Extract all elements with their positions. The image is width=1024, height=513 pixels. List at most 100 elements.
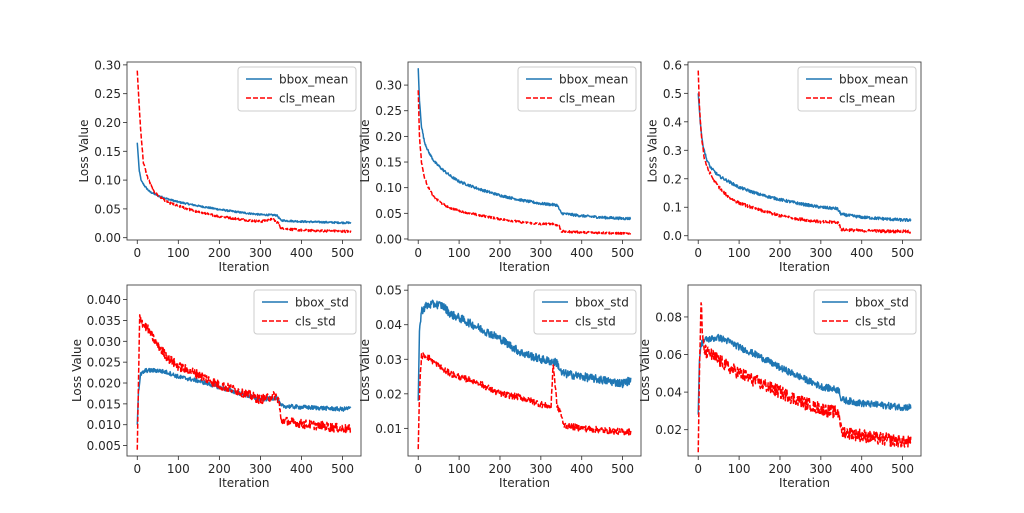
y-tick-label: 0.04: [655, 386, 682, 400]
series-line-cls_std: [697, 302, 912, 453]
series-line-cls_std: [136, 314, 352, 450]
y-tick-label: 0.010: [87, 418, 121, 432]
legend-label: cls_mean: [559, 92, 615, 106]
x-tick-label: 400: [290, 462, 313, 476]
x-axis-label: Iteration: [499, 476, 550, 490]
y-axis-label: Loss Value: [645, 119, 659, 182]
x-tick-label: 300: [529, 462, 552, 476]
legend-label: bbox_mean: [279, 73, 348, 87]
y-tick-label: 0.04: [375, 318, 402, 332]
legend: bbox_mean cls_mean: [517, 66, 637, 112]
legend-label: cls_std: [855, 315, 896, 329]
y-tick-label: 0.020: [87, 377, 121, 391]
x-tick-label: 100: [728, 462, 751, 476]
x-tick-label: 200: [769, 246, 792, 260]
axes-frame: [407, 284, 642, 457]
legend: bbox_std cls_std: [813, 289, 917, 335]
axes-frame: [407, 61, 642, 241]
y-tick-label: 0.4: [663, 115, 682, 129]
legend: bbox_std cls_std: [253, 289, 357, 335]
x-tick-label: 400: [570, 246, 593, 260]
legend-label: cls_mean: [279, 92, 335, 106]
y-tick-label: 0.2: [663, 172, 682, 186]
subplot-4: 0 100 200 300 400 500 0.005 0.010 0.015 0.020 0.02…: [70, 284, 362, 490]
y-tick-label: 0.30: [94, 58, 121, 72]
y-tick-label: 0.5: [663, 87, 682, 101]
x-tick-label: 300: [809, 246, 832, 260]
x-tick-label: 100: [728, 246, 751, 260]
y-tick-label: 0.15: [375, 156, 402, 170]
series-line-cls_mean: [697, 70, 912, 234]
subplot-6: 0 100 200 300 400 500 0.02 0.04 0.06 0.08 Iteratio…: [638, 284, 922, 490]
y-tick-label: 0.10: [94, 174, 121, 188]
x-axis-label: Iteration: [779, 260, 830, 274]
x-tick-label: 100: [448, 246, 471, 260]
series-line-bbox_std: [697, 333, 912, 415]
y-tick-label: 0.0: [663, 229, 682, 243]
x-tick-label: 500: [891, 462, 914, 476]
x-tick-label: 400: [850, 462, 873, 476]
y-axis-label: Loss Value: [358, 119, 372, 182]
y-tick-label: 0.15: [94, 145, 121, 159]
legend-box: [517, 66, 637, 112]
legend-box: [253, 289, 357, 335]
y-tick-label: 0.00: [94, 231, 121, 245]
series-line-bbox_std: [417, 299, 632, 401]
subplot-5: 0 100 200 300 400 500 0.01 0.02 0.03 0.04 0.05 Iter…: [358, 284, 642, 490]
legend: bbox_mean cls_mean: [797, 66, 917, 112]
legend: bbox_std cls_std: [533, 289, 637, 335]
x-tick-label: 100: [448, 462, 471, 476]
y-tick-label: 0.05: [375, 284, 402, 298]
x-tick-label: 300: [529, 246, 552, 260]
y-tick-label: 0.10: [375, 181, 402, 195]
x-tick-label: 100: [167, 462, 190, 476]
x-tick-label: 200: [769, 462, 792, 476]
axes-frame: [126, 284, 362, 457]
x-axis-label: Iteration: [779, 476, 830, 490]
x-tick-label: 500: [331, 246, 354, 260]
y-tick-label: 0.06: [655, 348, 682, 362]
y-tick-label: 0.08: [655, 310, 682, 324]
legend-label: cls_mean: [839, 92, 895, 106]
axes-frame: [687, 284, 922, 457]
subplot-1: 0 100 200 300 400 500 0.00 0.05 0.10 0.15 0.20 0.25…: [77, 58, 362, 274]
series-line-cls_mean: [136, 70, 352, 234]
legend-label: bbox_mean: [559, 73, 628, 87]
series-line-bbox_mean: [697, 93, 912, 223]
x-axis-label: Iteration: [499, 260, 550, 274]
y-tick-label: 0.20: [94, 116, 121, 130]
x-tick-label: 400: [290, 246, 313, 260]
y-tick-label: 0.30: [375, 79, 402, 93]
legend-label: bbox_std: [575, 296, 629, 310]
legend-box: [797, 66, 917, 112]
x-tick-label: 300: [249, 246, 272, 260]
x-tick-label: 400: [850, 246, 873, 260]
series-line-bbox_mean: [417, 68, 632, 221]
y-tick-label: 0.03: [375, 353, 402, 367]
x-tick-label: 100: [167, 246, 190, 260]
y-axis-label: Loss Value: [358, 339, 372, 402]
x-axis-label: Iteration: [219, 476, 270, 490]
x-tick-label: 0: [694, 246, 702, 260]
x-tick-label: 0: [133, 246, 141, 260]
x-tick-label: 300: [249, 462, 272, 476]
series-line-cls_mean: [417, 90, 632, 236]
y-tick-label: 0.040: [87, 293, 121, 307]
y-tick-label: 0.1: [663, 201, 682, 215]
legend-label: cls_std: [575, 315, 616, 329]
legend-box: [237, 66, 357, 112]
y-tick-label: 0.02: [655, 423, 682, 437]
legend: bbox_mean cls_mean: [237, 66, 357, 112]
y-tick-label: 0.02: [375, 387, 402, 401]
y-axis-label: Loss Value: [70, 339, 84, 402]
legend-label: bbox_mean: [839, 73, 908, 87]
x-tick-label: 400: [570, 462, 593, 476]
y-tick-label: 0.025: [87, 356, 121, 370]
x-tick-label: 0: [694, 462, 702, 476]
y-tick-label: 0.3: [663, 144, 682, 158]
y-axis-label: Loss Value: [638, 339, 652, 402]
subplot-2: 0 100 200 300 400 500 0.00 0.05 0.10 0.15 0.20 0.25…: [358, 61, 642, 274]
series-line-bbox_mean: [136, 142, 352, 225]
x-tick-label: 500: [611, 246, 634, 260]
